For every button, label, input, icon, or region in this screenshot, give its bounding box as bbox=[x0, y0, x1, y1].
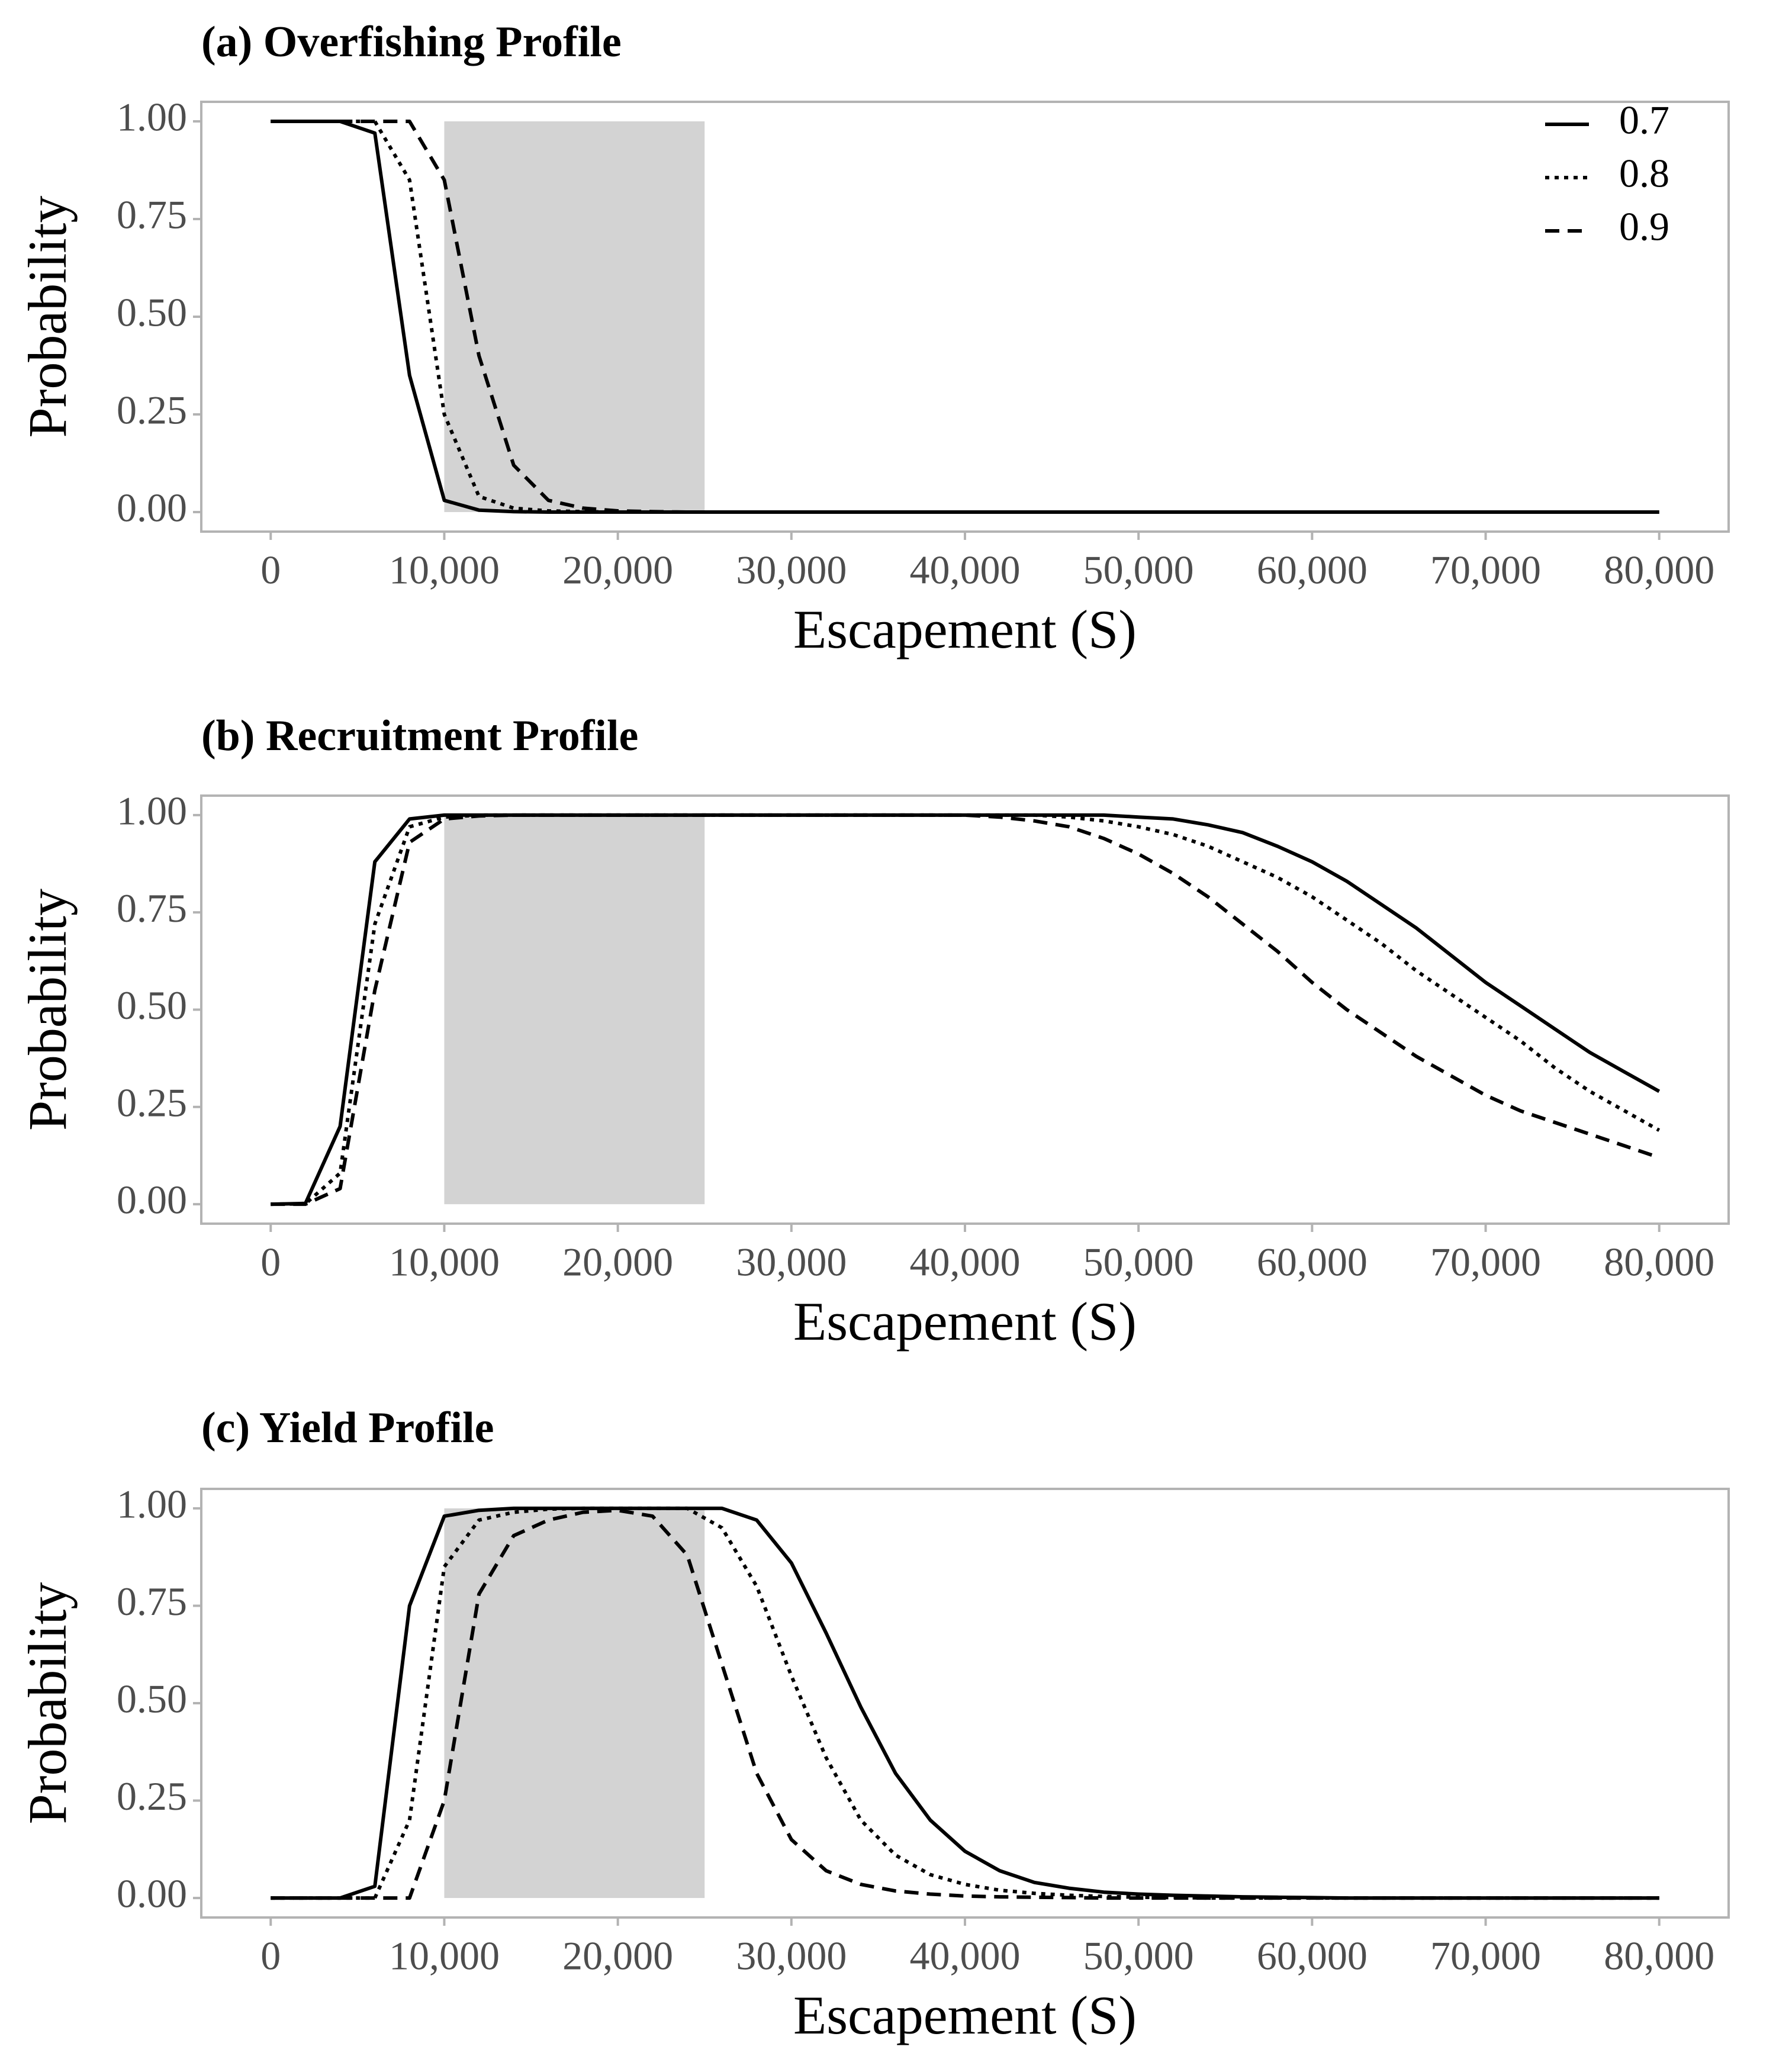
x-tick-label: 10,000 bbox=[389, 548, 500, 593]
y-axis-title: Probability bbox=[17, 196, 78, 438]
x-tick-label: 20,000 bbox=[562, 1933, 673, 1978]
shaded-region bbox=[444, 121, 705, 512]
x-tick-label: 60,000 bbox=[1257, 548, 1368, 593]
x-tick-label: 30,000 bbox=[736, 548, 847, 593]
x-tick-label: 40,000 bbox=[910, 1933, 1021, 1978]
x-tick-label: 0 bbox=[260, 1240, 281, 1285]
shaded-region bbox=[444, 1508, 705, 1899]
y-tick-label: 0.00 bbox=[117, 1871, 187, 1916]
x-tick-label: 10,000 bbox=[389, 1240, 500, 1285]
series-line bbox=[271, 813, 1660, 1206]
y-tick-label: 0.75 bbox=[117, 1579, 187, 1624]
y-tick-label: 0.25 bbox=[117, 1080, 187, 1125]
legend-label: 0.7 bbox=[1619, 98, 1669, 143]
panel-title: (c) Yield Profile bbox=[201, 1404, 494, 1452]
x-tick-label: 0 bbox=[260, 1933, 281, 1978]
x-tick-label: 0 bbox=[260, 548, 281, 593]
y-tick-label: 0.50 bbox=[117, 983, 187, 1028]
panel-title: (b) Recruitment Profile bbox=[201, 712, 638, 760]
x-tick-label: 70,000 bbox=[1430, 548, 1541, 593]
y-tick-label: 0.00 bbox=[117, 1177, 187, 1222]
x-tick-label: 10,000 bbox=[389, 1933, 500, 1978]
y-tick-label: 0.50 bbox=[117, 290, 187, 335]
x-tick-label: 20,000 bbox=[562, 1240, 673, 1285]
x-tick-label: 50,000 bbox=[1083, 1240, 1194, 1285]
legend-label: 0.8 bbox=[1619, 151, 1669, 196]
x-tick-label: 30,000 bbox=[736, 1933, 847, 1978]
y-axis-title: Probability bbox=[17, 889, 78, 1131]
shaded-region bbox=[444, 815, 705, 1205]
y-tick-label: 0.00 bbox=[117, 485, 187, 530]
panel-title: (a) Overfishing Profile bbox=[201, 18, 622, 66]
x-tick-label: 80,000 bbox=[1604, 548, 1714, 593]
series-line bbox=[271, 120, 1659, 514]
y-tick-label: 0.75 bbox=[117, 192, 187, 237]
y-tick-label: 0.25 bbox=[117, 1774, 187, 1819]
legend-label: 0.9 bbox=[1619, 204, 1669, 249]
x-tick-label: 40,000 bbox=[910, 1240, 1021, 1285]
y-tick-label: 0.25 bbox=[117, 388, 187, 433]
x-tick-label: 60,000 bbox=[1257, 1240, 1368, 1285]
x-tick-label: 20,000 bbox=[562, 548, 673, 593]
x-tick-label: 60,000 bbox=[1257, 1933, 1368, 1978]
y-tick-label: 0.50 bbox=[117, 1677, 187, 1722]
plot-border bbox=[200, 101, 1730, 533]
series-line bbox=[271, 813, 1661, 1206]
x-tick-label: 70,000 bbox=[1430, 1240, 1541, 1285]
x-tick-label: 40,000 bbox=[910, 548, 1021, 593]
x-tick-label: 70,000 bbox=[1430, 1933, 1541, 1978]
x-axis-title: Escapement (S) bbox=[793, 1291, 1137, 1352]
x-tick-label: 50,000 bbox=[1083, 1933, 1194, 1978]
x-axis-title: Escapement (S) bbox=[793, 599, 1137, 659]
y-tick-label: 1.00 bbox=[117, 788, 187, 833]
x-tick-label: 80,000 bbox=[1604, 1933, 1714, 1978]
plot-border bbox=[200, 794, 1730, 1225]
y-tick-label: 1.00 bbox=[117, 95, 187, 140]
x-axis-title: Escapement (S) bbox=[793, 1985, 1137, 2045]
x-tick-label: 30,000 bbox=[736, 1240, 847, 1285]
x-tick-label: 50,000 bbox=[1083, 548, 1194, 593]
series-line bbox=[271, 1508, 1659, 1900]
y-tick-label: 0.75 bbox=[117, 886, 187, 931]
y-tick-label: 1.00 bbox=[117, 1482, 187, 1527]
y-axis-title: Probability bbox=[17, 1582, 78, 1825]
x-tick-label: 80,000 bbox=[1604, 1240, 1714, 1285]
